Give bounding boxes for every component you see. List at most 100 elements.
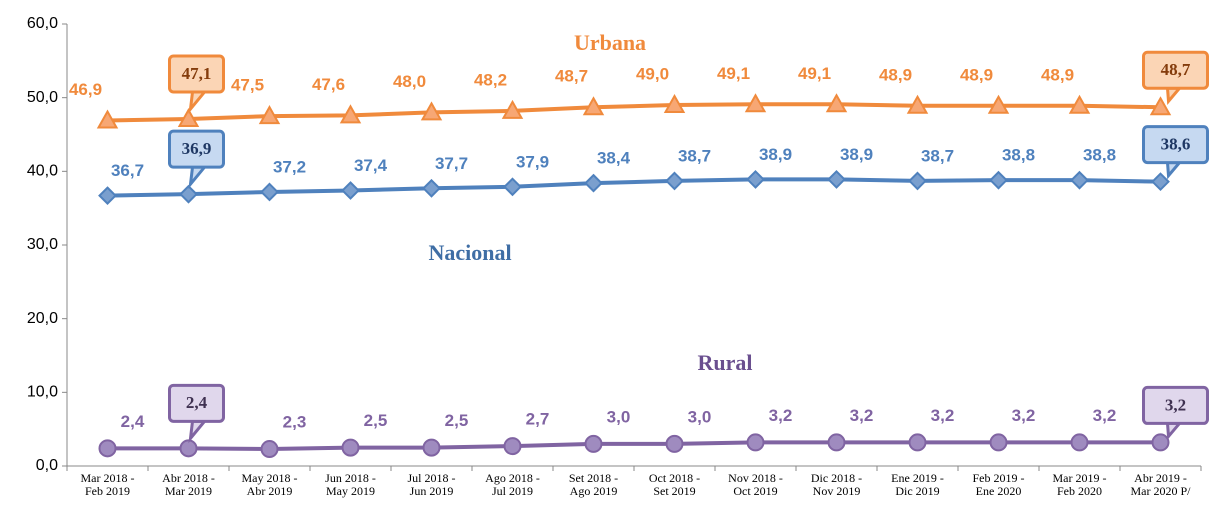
series-label: Urbana <box>574 30 646 55</box>
data-label: 38,9 <box>840 145 873 164</box>
marker <box>989 433 1008 452</box>
data-label: 48,7 <box>1161 60 1191 79</box>
data-label: 48,9 <box>1041 65 1074 84</box>
data-label: 47,6 <box>312 75 345 94</box>
marker <box>98 186 117 206</box>
data-label: 3,2 <box>1012 406 1036 425</box>
marker <box>906 94 929 114</box>
data-label: 3,2 <box>769 406 793 425</box>
data-label: 3,2 <box>1165 395 1186 414</box>
marker <box>582 96 605 116</box>
marker <box>179 439 198 458</box>
x-tick-label: Jun 2018 - May 2019 <box>325 471 376 498</box>
series-label: Nacional <box>428 240 511 265</box>
data-label: 2,4 <box>121 412 145 431</box>
data-label: 3,0 <box>607 407 631 426</box>
callout-tail <box>1165 421 1183 441</box>
data-label: 38,8 <box>1002 146 1035 165</box>
callout-box <box>168 54 225 94</box>
y-tick-label: 50,0 <box>27 89 58 106</box>
y-tick-label: 40,0 <box>27 163 58 180</box>
marker <box>98 439 117 458</box>
x-tick-label: Mar 2018 - Feb 2019 <box>80 471 135 498</box>
data-label: 38,4 <box>597 149 631 168</box>
marker <box>420 101 443 121</box>
callout-box <box>1142 125 1209 165</box>
data-label: 3,2 <box>1093 406 1117 425</box>
marker <box>584 173 603 193</box>
data-label: 47,1 <box>182 64 212 83</box>
series-line <box>107 177 1161 198</box>
x-tick-label: Feb 2019 - Ene 2020 <box>972 471 1025 498</box>
marker <box>744 93 767 113</box>
data-label: 3,0 <box>688 407 712 426</box>
marker <box>827 433 846 452</box>
marker <box>260 440 279 459</box>
y-tick-label: 10,0 <box>27 384 58 401</box>
marker <box>663 93 686 114</box>
callout-box <box>168 129 225 169</box>
data-label: 2,7 <box>526 410 550 429</box>
series-label: Rural <box>698 350 753 375</box>
marker <box>258 105 281 125</box>
marker <box>1068 94 1091 114</box>
data-label: 2,5 <box>445 411 469 430</box>
data-label: 46,9 <box>69 80 102 99</box>
marker <box>503 177 522 197</box>
marker <box>179 184 198 204</box>
marker <box>1151 433 1170 452</box>
data-label: 38,8 <box>1083 146 1116 165</box>
data-label: 48,7 <box>555 67 588 86</box>
x-tick-label: Dic 2018 - Nov 2019 <box>810 471 863 498</box>
callout-tail <box>188 165 208 190</box>
callout-box <box>1142 50 1209 90</box>
marker <box>989 170 1008 190</box>
x-tick-label: Mar 2019 - Feb 2020 <box>1052 471 1107 498</box>
data-label: 37,9 <box>516 152 549 171</box>
marker <box>341 181 360 200</box>
data-label: 49,1 <box>717 64 750 83</box>
marker <box>746 170 765 189</box>
callout-tail <box>1165 161 1183 180</box>
series-line <box>107 102 1161 123</box>
y-tick-label: 0,0 <box>36 457 58 474</box>
data-label: 3,2 <box>850 406 874 425</box>
data-label: 2,3 <box>283 413 307 432</box>
callout-box <box>168 383 225 423</box>
marker <box>827 170 846 189</box>
marker <box>665 434 684 453</box>
marker <box>665 171 684 191</box>
data-label: 38,6 <box>1161 135 1191 154</box>
data-label: 49,0 <box>636 65 669 84</box>
data-label: 49,1 <box>798 64 831 83</box>
marker <box>825 93 848 113</box>
data-label: 36,7 <box>111 161 144 180</box>
data-label: 38,9 <box>759 145 792 164</box>
callout-box <box>1142 385 1209 425</box>
data-label: 38,7 <box>678 146 711 165</box>
y-tick-label: 60,0 <box>27 15 58 32</box>
y-tick-label: 30,0 <box>27 236 58 253</box>
data-label: 38,7 <box>921 146 954 165</box>
x-tick-label: Ago 2018 - Jul 2019 <box>485 471 540 498</box>
marker <box>1070 433 1089 452</box>
callout-tail <box>188 90 208 114</box>
data-label: 37,2 <box>273 157 306 176</box>
data-label: 2,4 <box>186 393 208 412</box>
x-tick-label: Abr 2018 - Mar 2019 <box>162 471 215 498</box>
marker <box>260 182 279 202</box>
y-tick-label: 20,0 <box>27 310 58 327</box>
callout-tail <box>188 419 208 444</box>
data-label: 37,4 <box>354 156 388 175</box>
marker <box>584 434 603 453</box>
data-label: 48,9 <box>960 65 993 84</box>
x-tick-label: Oct 2018 - Set 2019 <box>648 471 701 498</box>
data-label: 37,7 <box>435 154 468 173</box>
x-tick-label: May 2018 - Abr 2019 <box>241 471 298 498</box>
data-label: 3,2 <box>931 406 955 425</box>
x-tick-label: Set 2018 - Ago 2019 <box>568 471 619 498</box>
marker <box>422 178 441 198</box>
marker <box>1149 96 1172 116</box>
